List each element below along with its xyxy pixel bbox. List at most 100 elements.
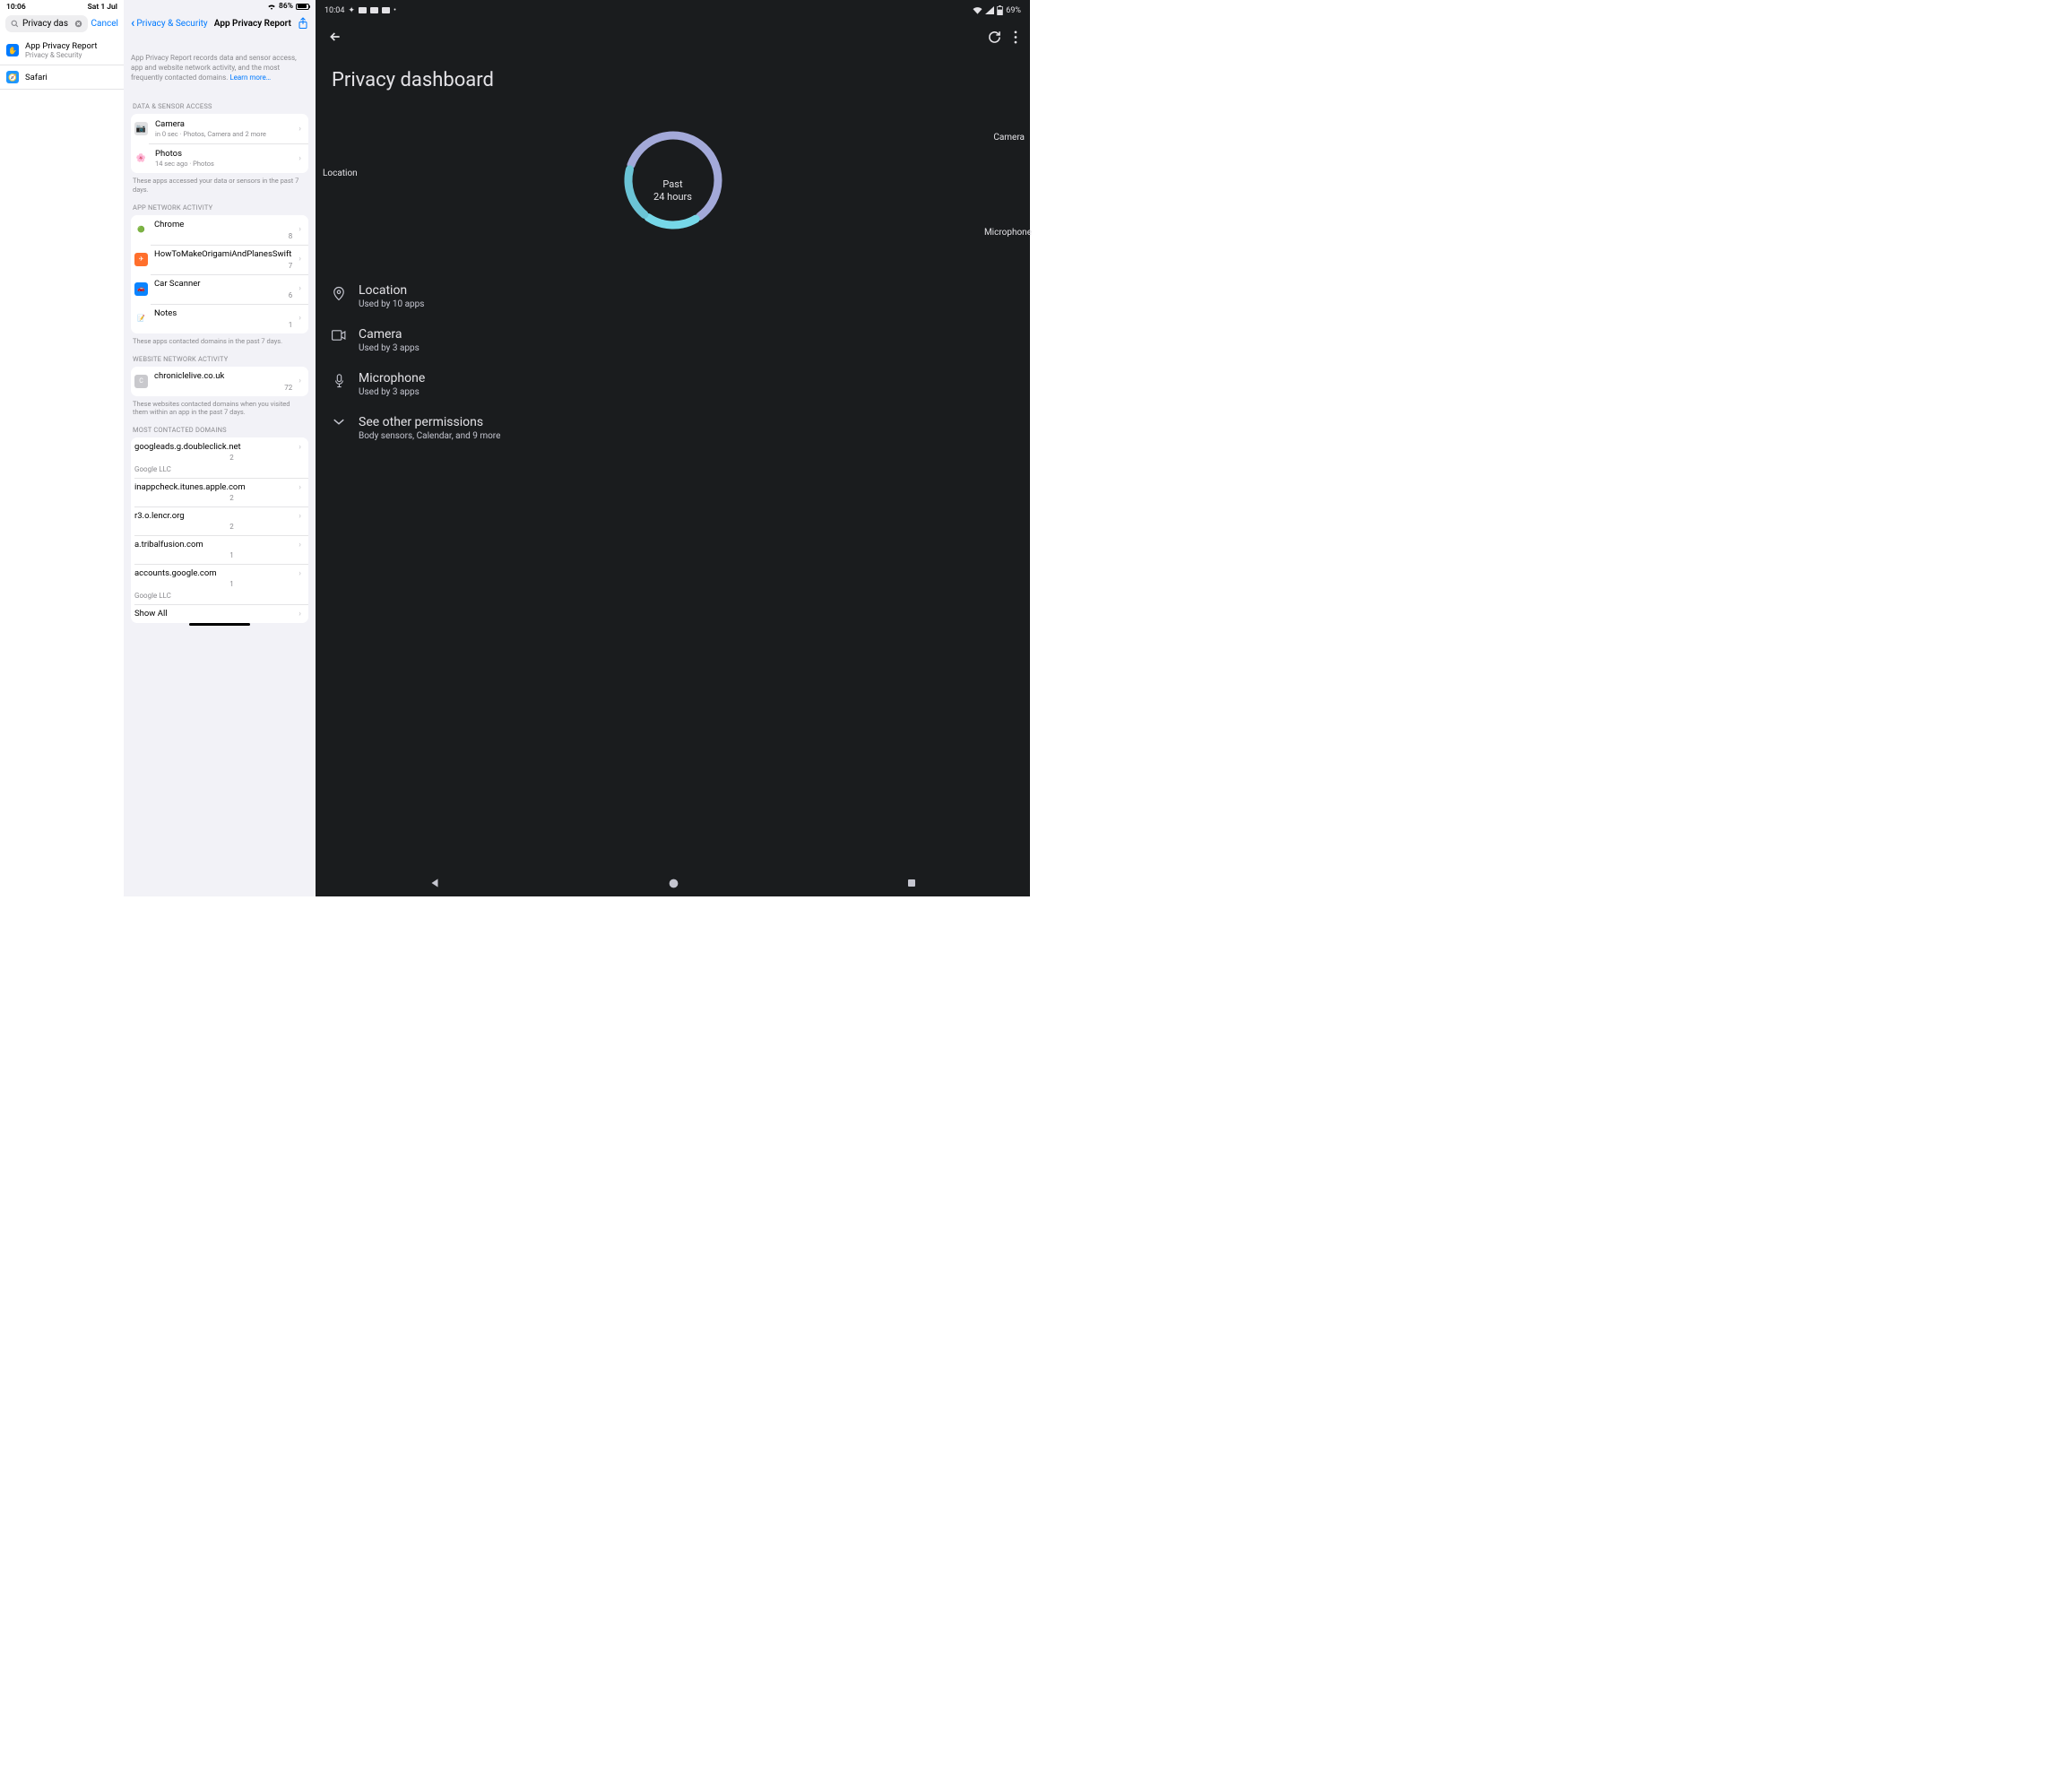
network-row[interactable]: 🟢 Chrome 8 › bbox=[131, 215, 308, 245]
result-title: Safari bbox=[25, 73, 48, 82]
show-all-button[interactable]: Show All› bbox=[131, 604, 308, 623]
home-indicator[interactable] bbox=[189, 623, 250, 626]
android-status-bar: 10:04 ✦ • 69% bbox=[316, 0, 1030, 19]
chevron-right-icon: › bbox=[298, 314, 301, 323]
network-row[interactable]: ✈ HowToMakeOrigamiAndPlanesSwift 7 › bbox=[131, 245, 308, 274]
result-sub: Privacy & Security bbox=[25, 51, 97, 59]
search-input[interactable] bbox=[22, 19, 71, 29]
section-footer: These apps contacted domains in the past… bbox=[131, 333, 308, 346]
search-box[interactable] bbox=[5, 15, 88, 32]
row-title: Car Scanner bbox=[154, 279, 292, 289]
app-icon: 📷 bbox=[134, 122, 148, 135]
location-icon bbox=[332, 286, 346, 301]
chevron-right-icon: › bbox=[298, 569, 301, 578]
bar-count: 1 bbox=[289, 321, 293, 329]
clear-icon[interactable] bbox=[74, 20, 82, 28]
nav-home-icon[interactable] bbox=[668, 878, 679, 889]
permission-item[interactable]: Location Used by 10 apps bbox=[316, 274, 1030, 318]
share-icon[interactable] bbox=[298, 17, 308, 30]
app-icon: C bbox=[134, 375, 148, 388]
network-row[interactable]: 🚗 Car Scanner 6 › bbox=[131, 274, 308, 304]
data-sensor-card: 📷 Camera in 0 sec · Photos, Camera and 2… bbox=[131, 114, 308, 173]
chevron-right-icon: › bbox=[298, 512, 301, 521]
refresh-icon[interactable] bbox=[988, 30, 1001, 44]
page-title: App Privacy Report bbox=[214, 19, 291, 29]
back-button[interactable]: ‹ Privacy & Security bbox=[131, 16, 208, 30]
signal-icon bbox=[985, 6, 994, 14]
domain-owner: Google LLC bbox=[134, 465, 301, 473]
bar-track bbox=[154, 235, 285, 238]
search-icon bbox=[11, 20, 19, 28]
status-date: Sat 1 Jul bbox=[88, 3, 117, 12]
permission-list: Location Used by 10 apps Camera Used by … bbox=[316, 274, 1030, 450]
donut-label: Location bbox=[323, 169, 358, 178]
back-arrow-icon[interactable] bbox=[328, 30, 342, 44]
domain-row[interactable]: inappcheck.itunes.apple.com › 2 bbox=[131, 478, 308, 506]
status-time: 10:06 bbox=[6, 3, 26, 12]
android-toolbar bbox=[316, 19, 1030, 51]
sensor-row[interactable]: 🌸 Photos 14 sec ago · Photos › bbox=[131, 143, 308, 173]
domains-card: googleads.g.doubleclick.net › 2 Google L… bbox=[131, 437, 308, 623]
row-title: chroniclelive.co.uk bbox=[154, 371, 292, 381]
camera-icon bbox=[332, 330, 346, 341]
permission-sub: Used by 3 apps bbox=[359, 343, 420, 353]
search-result[interactable]: 🧭 Safari bbox=[0, 65, 124, 90]
section-footer: These apps accessed your data or sensors… bbox=[131, 173, 308, 195]
network-row[interactable]: C chroniclelive.co.uk 72 › bbox=[131, 367, 308, 396]
donut-label: Camera bbox=[993, 133, 1025, 143]
chevron-right-icon: › bbox=[298, 284, 301, 293]
permission-item[interactable]: See other permissions Body sensors, Cale… bbox=[316, 406, 1030, 450]
donut-center-line2: 24 hours bbox=[653, 191, 692, 203]
chevron-right-icon: › bbox=[298, 541, 301, 550]
report-header: ‹ Privacy & Security App Privacy Report bbox=[124, 11, 316, 36]
ios-report-panel: 86% ‹ Privacy & Security App Privacy Rep… bbox=[124, 0, 316, 896]
domain-row[interactable]: a.tribalfusion.com › 1 bbox=[131, 535, 308, 564]
bar-track bbox=[154, 264, 285, 267]
permission-title: Location bbox=[359, 283, 424, 298]
battery-pct: 86% bbox=[279, 2, 293, 11]
section-label-domains: MOST CONTACTED DOMAINS bbox=[131, 417, 308, 437]
search-row: Cancel bbox=[0, 12, 124, 36]
permission-item[interactable]: Microphone Used by 3 apps bbox=[316, 362, 1030, 406]
sensor-row[interactable]: 📷 Camera in 0 sec · Photos, Camera and 2… bbox=[131, 114, 308, 143]
report-body[interactable]: App Privacy Report records data and sens… bbox=[124, 36, 316, 623]
status-icon bbox=[359, 7, 367, 13]
chevron-right-icon: › bbox=[298, 255, 301, 264]
intro-text: App Privacy Report records data and sens… bbox=[131, 36, 308, 93]
domain-title: inappcheck.itunes.apple.com bbox=[134, 482, 246, 492]
bar-track bbox=[134, 497, 226, 499]
domain-row[interactable]: accounts.google.com › 1 Google LLC bbox=[131, 564, 308, 604]
permission-title: Camera bbox=[359, 327, 420, 342]
section-label-app-network: APP NETWORK ACTIVITY bbox=[131, 195, 308, 215]
status-left: 10:04 ✦ • bbox=[324, 6, 396, 15]
nav-recent-icon[interactable] bbox=[906, 878, 917, 888]
row-sub: in 0 sec · Photos, Camera and 2 more bbox=[155, 130, 291, 138]
bar-count: 2 bbox=[229, 523, 234, 531]
bar-count: 2 bbox=[229, 454, 234, 462]
permission-item[interactable]: Camera Used by 3 apps bbox=[316, 318, 1030, 362]
network-row[interactable]: 📝 Notes 1 › bbox=[131, 304, 308, 333]
bar-count: 72 bbox=[284, 384, 292, 392]
app-network-card: 🟢 Chrome 8 › ✈ HowToMakeOrigamiAndPlanes… bbox=[131, 215, 308, 333]
website-network-card: C chroniclelive.co.uk 72 › bbox=[131, 367, 308, 396]
status-icon bbox=[370, 7, 378, 13]
ios-status-bar: 10:06 Sat 1 Jul bbox=[0, 0, 124, 12]
cancel-button[interactable]: Cancel bbox=[91, 19, 118, 29]
status-dot: • bbox=[394, 6, 396, 15]
chevron-right-icon: › bbox=[298, 154, 301, 163]
domain-row[interactable]: googleads.g.doubleclick.net › 2 Google L… bbox=[131, 437, 308, 478]
nav-back-icon[interactable] bbox=[428, 877, 441, 889]
search-result[interactable]: ✋ App Privacy Report Privacy & Security bbox=[0, 36, 124, 65]
section-label-website-network: WEBSITE NETWORK ACTIVITY bbox=[131, 346, 308, 367]
more-icon[interactable] bbox=[1014, 30, 1017, 44]
learn-more-link[interactable]: Learn more… bbox=[229, 74, 271, 82]
permission-title: Microphone bbox=[359, 371, 425, 385]
app-icon: 🟢 bbox=[134, 223, 148, 237]
bar-count: 6 bbox=[289, 291, 293, 299]
donut-segment bbox=[648, 218, 696, 225]
row-title: Chrome bbox=[154, 220, 292, 229]
back-label: Privacy & Security bbox=[136, 19, 207, 29]
result-icon: 🧭 bbox=[6, 71, 19, 83]
domain-row[interactable]: r3.o.lencr.org › 2 bbox=[131, 506, 308, 535]
donut-label: Microphone bbox=[984, 228, 1032, 238]
